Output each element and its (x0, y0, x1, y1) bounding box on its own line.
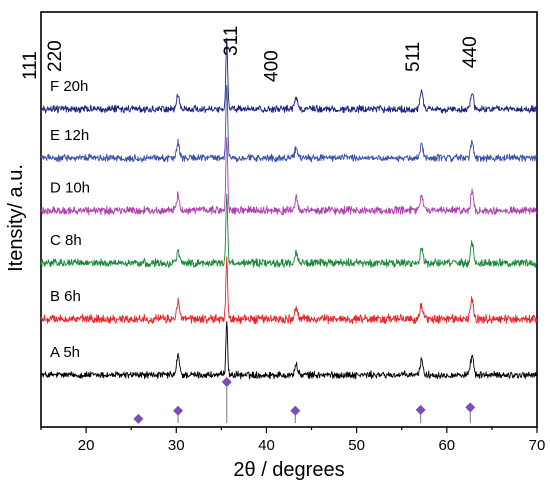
series-line (40, 37, 538, 114)
series-line (40, 256, 538, 325)
series-labels: A 5h B 6h C 8h D 10h E 12h F 20h (50, 78, 90, 361)
hkl-label: 400 (261, 50, 282, 82)
hkl-annotations: 111 220 311 400 511 440 (20, 26, 481, 82)
hkl-label: 440 (460, 36, 481, 68)
reference-marker (415, 404, 426, 415)
series-label: D 10h (50, 180, 90, 197)
series-label: A 5h (50, 344, 80, 361)
hkl-label: 220 (45, 40, 66, 72)
x-axis: 20 30 40 50 60 70 (40, 427, 546, 454)
x-axis-label: 2θ / degrees (233, 459, 344, 481)
reference-marker (133, 413, 144, 424)
x-tick-label: 40 (258, 437, 275, 454)
series-label: E 12h (50, 127, 89, 144)
series-label: C 8h (50, 232, 82, 249)
reference-peaks (133, 377, 476, 424)
reference-marker (221, 377, 232, 387)
trace-group (40, 37, 538, 380)
series-label: F 20h (50, 78, 88, 95)
series-line (40, 136, 538, 216)
x-tick-label: 30 (168, 437, 185, 454)
hkl-label: 111 (20, 51, 41, 80)
series-label: B 6h (50, 288, 81, 305)
hkl-label: 511 (403, 42, 424, 72)
reference-marker (173, 405, 184, 416)
x-tick-label: 20 (78, 437, 95, 454)
reference-marker (290, 405, 301, 416)
hkl-label: 311 (221, 26, 242, 56)
series-line (40, 84, 538, 163)
x-tick-label: 50 (348, 437, 365, 454)
series-line (40, 193, 538, 269)
plot-frame (40, 11, 538, 428)
y-axis-label: Itensity/ a.u. (5, 164, 27, 272)
reference-marker (465, 402, 476, 413)
x-tick-label: 70 (529, 437, 546, 454)
x-tick-label: 60 (438, 437, 455, 454)
series-line (40, 321, 538, 380)
